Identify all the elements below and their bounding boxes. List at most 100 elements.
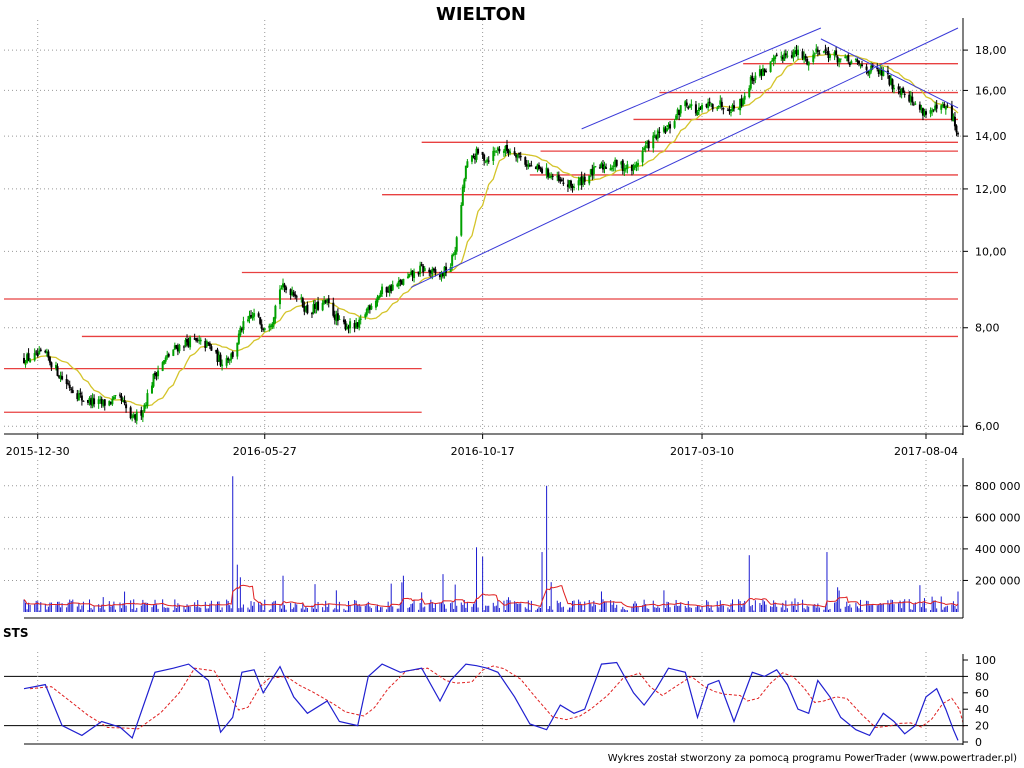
- candle-body: [537, 165, 540, 169]
- price-tick-label: 12,00: [975, 183, 1007, 196]
- candle-body: [336, 313, 339, 321]
- candle-body: [282, 283, 285, 288]
- candle-body: [918, 104, 921, 110]
- candle-body: [900, 88, 903, 95]
- candle-body: [880, 69, 883, 76]
- candle-body: [801, 51, 804, 59]
- candle-body: [195, 338, 198, 341]
- candle-body: [461, 186, 464, 206]
- date-tick-label: 2017-08-04: [894, 445, 958, 458]
- candle-body: [646, 142, 649, 145]
- candle-body: [326, 298, 329, 302]
- candle-body: [637, 162, 640, 166]
- candle-body: [208, 343, 211, 346]
- candle-body: [402, 278, 405, 285]
- candle-body: [566, 184, 569, 187]
- candle-body: [908, 94, 911, 102]
- candle-body: [396, 284, 399, 287]
- candle-body: [923, 111, 926, 116]
- candle-body: [378, 296, 381, 299]
- candle-body: [879, 68, 882, 74]
- candle-body: [676, 109, 679, 115]
- candle-body: [391, 284, 394, 291]
- candle-body: [803, 56, 806, 60]
- sts-panel: STS 0 20 40 60 80 100: [3, 626, 996, 749]
- candle-body: [193, 338, 196, 340]
- candle-body: [643, 148, 646, 151]
- candle-body: [451, 255, 454, 266]
- candle-body: [914, 103, 917, 105]
- candle-body: [335, 314, 338, 322]
- candle-body: [36, 353, 39, 356]
- candle-body: [434, 269, 437, 274]
- candle-body: [166, 355, 169, 358]
- volume-panel: 200 000 400 000 600 000 800 000: [4, 458, 1021, 619]
- volume-tick-label: 800 000: [975, 480, 1021, 493]
- candle-body: [364, 314, 367, 318]
- candle-body: [912, 103, 915, 105]
- candle-body: [652, 135, 655, 149]
- candle-body: [65, 378, 68, 384]
- candle-body: [783, 53, 786, 61]
- candle-body: [221, 364, 224, 367]
- candle-body: [289, 289, 292, 295]
- candle-body: [854, 59, 857, 61]
- candle-body: [530, 165, 533, 167]
- candle-body: [743, 95, 746, 100]
- candle-body: [118, 394, 121, 396]
- candle-body: [90, 399, 93, 405]
- candle-body: [909, 95, 912, 102]
- candle-body: [504, 145, 507, 152]
- candle-body: [571, 185, 574, 189]
- candle-body: [474, 157, 477, 160]
- chart-title: WIELTON: [436, 4, 526, 25]
- candle-body: [429, 271, 432, 274]
- candle-body: [717, 106, 720, 108]
- candle-body: [358, 319, 361, 328]
- candle-body: [675, 115, 678, 120]
- candle-body: [163, 360, 166, 364]
- candle-body: [920, 107, 923, 111]
- candle-body: [816, 49, 819, 53]
- candle-body: [355, 322, 358, 329]
- candle-body: [621, 160, 624, 172]
- candle-body: [59, 375, 62, 379]
- candle-body: [911, 96, 914, 103]
- candle-body: [612, 165, 615, 167]
- candle-body: [122, 401, 125, 403]
- candle-body: [845, 56, 848, 58]
- candle-body: [112, 396, 115, 400]
- candle-body: [623, 167, 626, 172]
- candle-body: [374, 300, 377, 308]
- candle-body: [946, 105, 949, 107]
- trend-line: [410, 27, 959, 288]
- candle-body: [134, 414, 137, 420]
- candle-body: [871, 64, 874, 68]
- price-tick-label: 6,00: [975, 420, 1000, 433]
- candle-body: [176, 347, 179, 352]
- candle-body: [365, 308, 368, 316]
- candle-body: [422, 265, 425, 273]
- sts-tick-label: 80: [975, 670, 989, 683]
- candle-body: [857, 60, 860, 64]
- candle-body: [934, 105, 937, 111]
- candle-body: [44, 350, 47, 353]
- candle-body: [775, 54, 778, 56]
- candle-body: [492, 150, 495, 161]
- candle-body: [388, 285, 391, 293]
- sts-tick-label: 60: [975, 687, 989, 700]
- candle-body: [950, 105, 953, 121]
- candle-body: [283, 284, 286, 288]
- candle-body: [48, 356, 51, 363]
- candle-body: [867, 71, 870, 74]
- candle-body: [338, 319, 341, 321]
- candle-body: [259, 317, 262, 324]
- candle-body: [228, 358, 231, 361]
- candle-body: [751, 75, 754, 81]
- candle-body: [836, 56, 839, 63]
- candle-body: [513, 151, 516, 155]
- candle-body: [268, 325, 271, 328]
- candle-body: [812, 54, 815, 62]
- candle-body: [780, 56, 783, 58]
- candle-body: [902, 87, 905, 93]
